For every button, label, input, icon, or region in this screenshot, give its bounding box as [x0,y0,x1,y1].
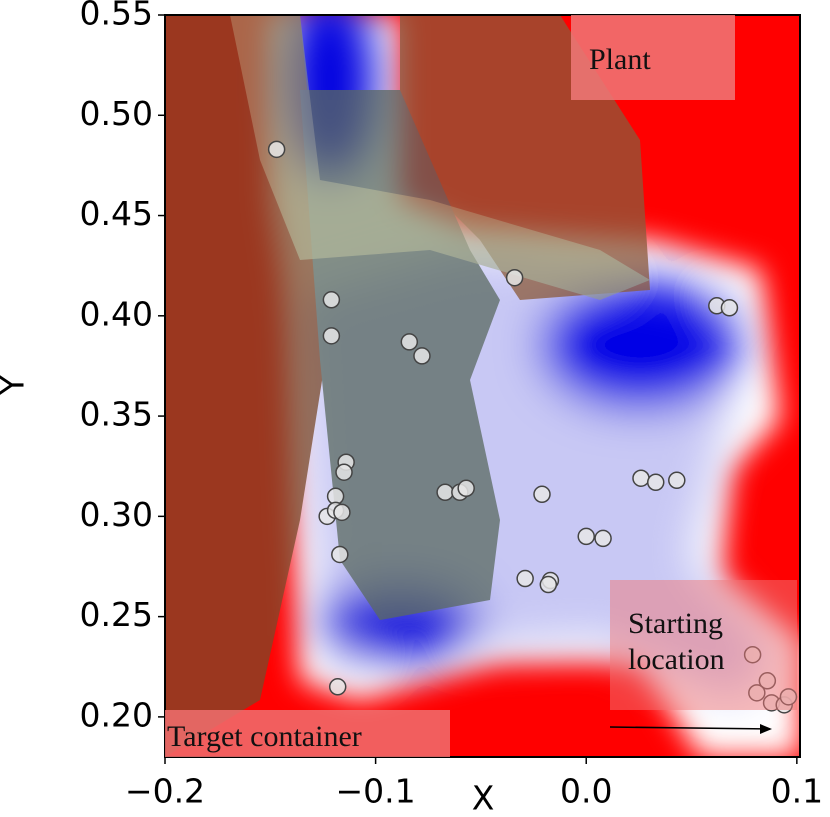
plant-annotation: Plant [571,15,735,100]
x-tick-label: −0.1 [336,772,416,811]
point [335,463,353,481]
point [594,529,612,548]
y-tick-label: 0.35 [80,395,153,434]
x-axis-label: X [472,779,495,817]
y-tick-label: 0.30 [80,495,153,534]
y-tick-label: 0.50 [80,94,153,133]
point [533,485,551,504]
y-tick-label: 0.40 [80,294,153,333]
point [646,473,665,492]
arrow-head [760,724,772,734]
point [539,575,558,594]
point [400,333,419,351]
point [267,140,286,159]
point [333,503,351,522]
point [331,545,349,564]
x-tick-label: 0.0 [560,772,612,811]
y-tick-label: 0.25 [80,595,153,634]
point [322,327,341,345]
y-tick-label: 0.45 [80,194,153,233]
point [505,268,524,287]
y-axis-label: Y [0,374,32,396]
point [577,527,595,546]
point [436,483,454,502]
arrow-line [609,726,771,730]
point [457,479,475,498]
target-annotation: Target container [165,710,450,757]
x-tick-label: −0.2 [125,772,205,811]
y-tick-label: 0.55 [80,0,153,33]
point [516,569,534,588]
point [413,347,431,365]
start-annotation: Starting location [610,580,797,710]
point [668,471,686,490]
x-tick-label: 0.1 [771,772,823,811]
y-tick-label: 0.20 [80,695,153,734]
plot-frame [164,14,801,758]
point [328,678,347,696]
point [720,299,739,317]
point [322,291,341,309]
point [632,469,650,487]
